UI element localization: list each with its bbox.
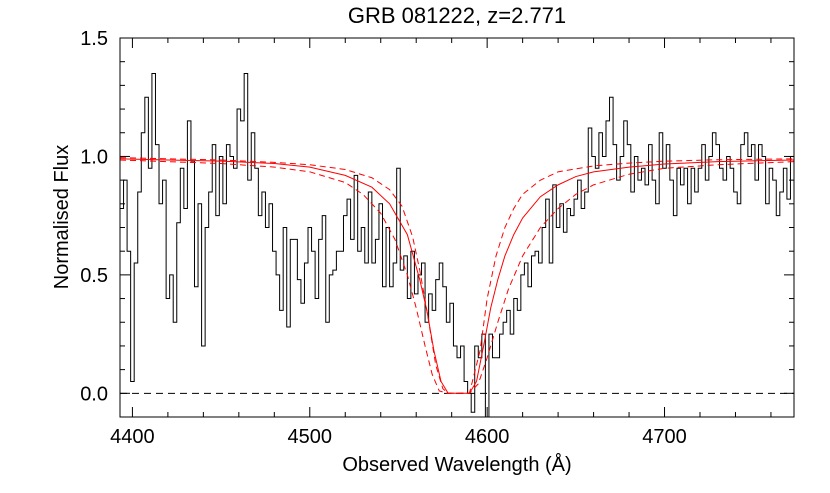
x-tick-label: 4700 <box>642 426 687 448</box>
plot-area <box>120 73 794 417</box>
chart-title: GRB 081222, z=2.771 <box>348 3 566 28</box>
y-tick-label: 0.5 <box>80 265 108 287</box>
fit-uncertainty-line-3 <box>120 159 794 394</box>
x-axis-label: Observed Wavelength (Å) <box>342 453 571 476</box>
plot-frame <box>119 37 795 418</box>
y-tick-label: 1.0 <box>80 146 108 168</box>
spectrum-flux-step-line <box>120 73 794 417</box>
x-tick-label: 4400 <box>110 426 155 448</box>
axis-ticks: 4400 4500 4600 4700 0.0 0.5 1.0 1.5 <box>80 28 794 448</box>
x-tick-label: 4600 <box>465 426 510 448</box>
x-tick-label: 4500 <box>288 426 333 448</box>
fit-uncertainty-line-2 <box>120 157 794 394</box>
y-tick-label: 0.0 <box>80 383 108 405</box>
y-tick-label: 1.5 <box>80 28 108 50</box>
y-axis-label: Normalised Flux <box>51 145 73 289</box>
